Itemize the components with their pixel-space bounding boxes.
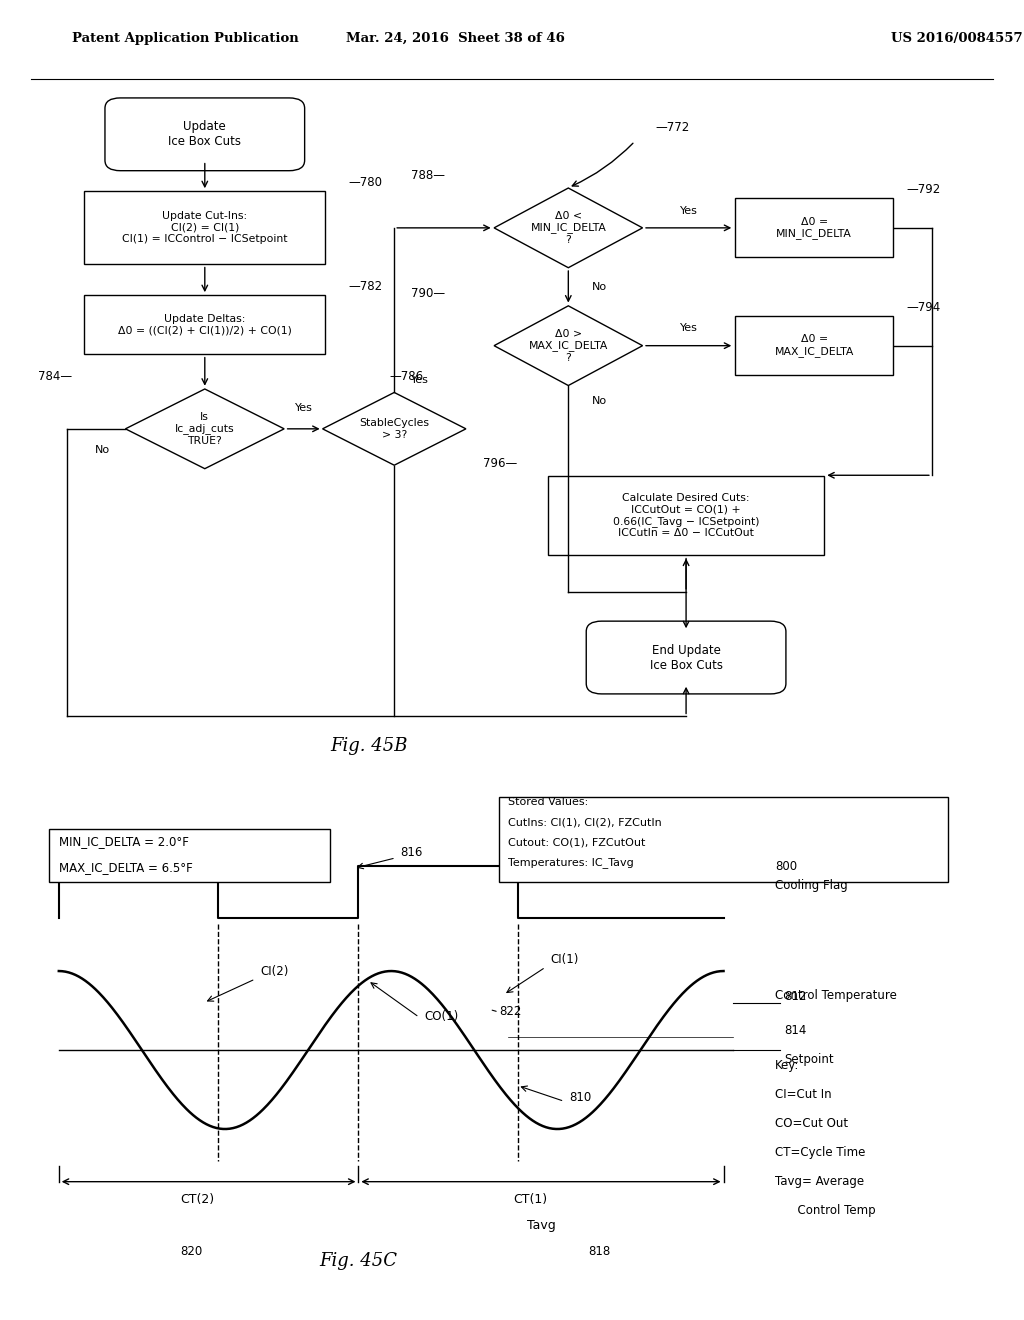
Text: Calculate Desired Cuts:
ICCutOut = CO(1) +
0.66(IC_Tavg − ICSetpoint)
ICCutIn = : Calculate Desired Cuts: ICCutOut = CO(1)… [612,492,760,539]
Text: Temperatures: IC_Tavg: Temperatures: IC_Tavg [508,857,634,869]
Text: Update
Ice Box Cuts: Update Ice Box Cuts [168,120,242,148]
Text: CutIns: CI(1), CI(2), FZCutIn: CutIns: CI(1), CI(2), FZCutIn [508,817,662,828]
Text: 800: 800 [775,859,797,873]
Text: Fig. 45B: Fig. 45B [330,737,408,755]
Text: No: No [95,445,110,454]
Text: CO(1): CO(1) [424,1010,458,1023]
Text: Yes: Yes [411,375,429,385]
Text: Tavg= Average: Tavg= Average [775,1175,864,1188]
Text: CI=Cut In: CI=Cut In [775,1088,831,1101]
Text: Δ0 =
MIN_IC_DELTA: Δ0 = MIN_IC_DELTA [776,216,852,239]
Text: Is
Ic_adj_cuts
TRUE?: Is Ic_adj_cuts TRUE? [175,412,234,446]
Text: 812: 812 [784,990,807,1003]
Text: —792: —792 [906,183,940,197]
Bar [548,475,824,556]
Text: 820: 820 [180,1245,203,1258]
Text: CI(1): CI(1) [550,953,579,966]
Text: —786: —786 [389,371,423,383]
Bar [85,191,326,264]
Text: CT=Cycle Time: CT=Cycle Time [775,1146,865,1159]
Text: 796—: 796— [483,457,517,470]
Text: CT(2): CT(2) [180,1193,215,1205]
Text: Fig. 45C: Fig. 45C [319,1251,397,1270]
Text: Δ0 =
MAX_IC_DELTA: Δ0 = MAX_IC_DELTA [774,334,854,356]
Polygon shape [126,389,285,469]
Bar [735,198,893,257]
Text: Control Temp: Control Temp [775,1204,876,1217]
Text: No: No [592,281,606,292]
Text: 816: 816 [400,846,423,859]
Text: Key:: Key: [775,1060,800,1072]
Text: Δ0 <
MIN_IC_DELTA
?: Δ0 < MIN_IC_DELTA ? [530,211,606,246]
Polygon shape [323,392,466,465]
Text: Yes: Yes [295,403,312,413]
Text: Tavg: Tavg [527,1220,556,1232]
Text: 818: 818 [588,1245,610,1258]
FancyBboxPatch shape [105,98,305,170]
Text: StableCycles
> 3?: StableCycles > 3? [359,418,429,440]
Text: 822: 822 [499,1005,521,1018]
Text: Yes: Yes [680,323,697,334]
FancyBboxPatch shape [586,622,786,694]
Text: No: No [592,396,606,407]
Bar [49,829,331,882]
Text: 810: 810 [569,1092,591,1105]
Text: —780: —780 [348,177,382,189]
Text: Update Deltas:
Δ0 = ((CI(2) + CI(1))/2) + CO(1): Update Deltas: Δ0 = ((CI(2) + CI(1))/2) … [118,314,292,335]
Text: 788—: 788— [412,169,445,182]
Text: Yes: Yes [680,206,697,215]
Text: Stored Values:: Stored Values: [508,797,589,807]
Polygon shape [495,306,643,385]
Bar [85,296,326,354]
Text: Δ0 >
MAX_IC_DELTA
?: Δ0 > MAX_IC_DELTA ? [528,329,608,363]
Text: 784—: 784— [38,371,72,383]
Polygon shape [495,187,643,268]
Text: Mar. 24, 2016  Sheet 38 of 46: Mar. 24, 2016 Sheet 38 of 46 [346,32,565,45]
Text: Update Cut-Ins:
CI(2) = CI(1)
CI(1) = ICControl − ICSetpoint: Update Cut-Ins: CI(2) = CI(1) CI(1) = IC… [122,211,288,244]
Text: 790—: 790— [412,288,445,300]
Text: Cooling Flag: Cooling Flag [775,879,848,892]
Text: Cutout: CO(1), FZCutOut: Cutout: CO(1), FZCutOut [508,837,645,847]
Text: —772: —772 [655,121,689,133]
Text: —782: —782 [348,280,382,293]
Text: MAX_IC_DELTA = 6.5°F: MAX_IC_DELTA = 6.5°F [58,861,193,874]
Text: US 2016/0084557 A1: US 2016/0084557 A1 [891,32,1024,45]
Text: CO=Cut Out: CO=Cut Out [775,1117,848,1130]
Text: —794: —794 [906,301,940,314]
Bar [499,797,948,882]
Text: End Update
Ice Box Cuts: End Update Ice Box Cuts [649,644,723,672]
Text: 814: 814 [784,1024,807,1038]
Text: Patent Application Publication: Patent Application Publication [72,32,298,45]
Text: CT(1): CT(1) [513,1193,547,1205]
Text: Setpoint: Setpoint [784,1053,834,1067]
Text: MIN_IC_DELTA = 2.0°F: MIN_IC_DELTA = 2.0°F [58,834,188,847]
Bar [735,317,893,375]
Text: CI(2): CI(2) [260,965,289,978]
Text: Control Temperature: Control Temperature [775,989,897,1002]
